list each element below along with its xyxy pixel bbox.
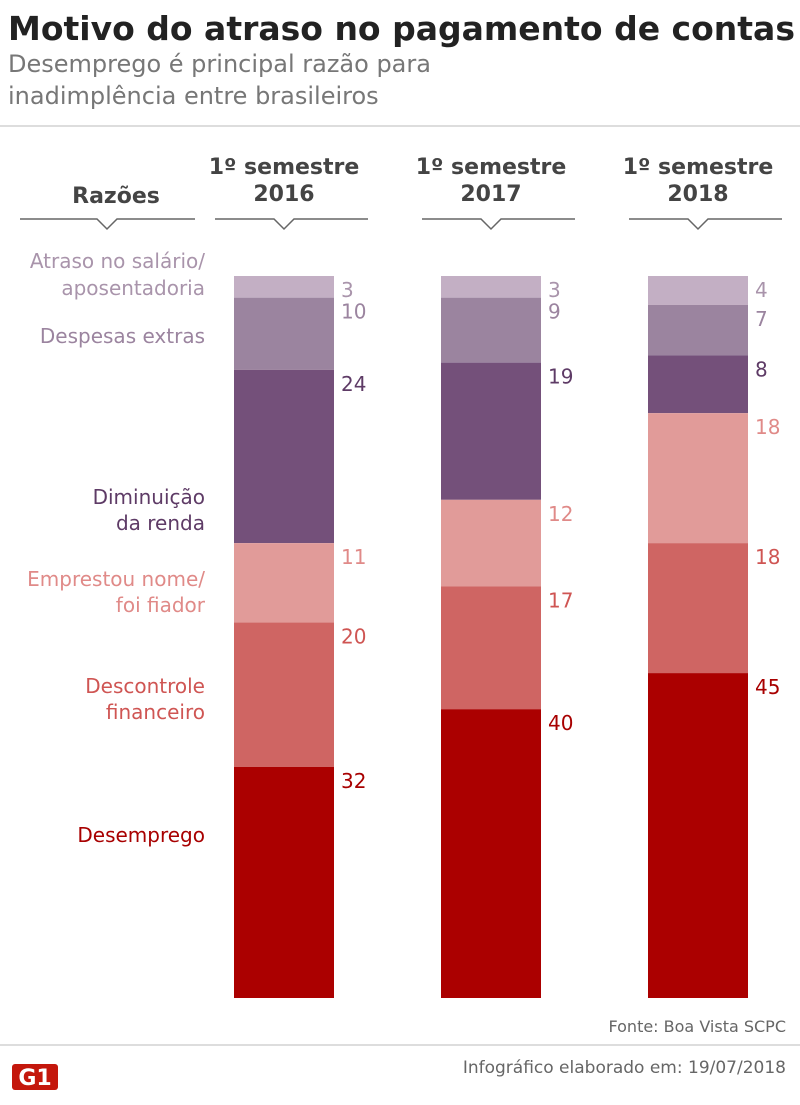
column-header: 2016: [253, 182, 314, 207]
svg-text:G1: G1: [18, 1066, 51, 1091]
category-header-underline: [20, 218, 195, 231]
series-label: financeiro: [106, 700, 205, 724]
bar-segment: [648, 355, 748, 414]
chart-title: Motivo do atraso no pagamento de contas: [8, 9, 795, 48]
bar-segment: [648, 304, 748, 356]
bar-segment: [234, 766, 334, 998]
bar-segment: [234, 543, 334, 623]
category-header: Razões: [72, 184, 160, 209]
bar-segment: [441, 362, 541, 500]
data-label: 24: [341, 372, 366, 396]
data-label: 11: [341, 545, 366, 569]
bar-segment: [441, 586, 541, 710]
data-label: 8: [755, 357, 768, 381]
data-label: 19: [548, 365, 573, 389]
data-label: 40: [548, 711, 573, 735]
series-label: aposentadoria: [61, 276, 205, 300]
column-header: 1º semestre: [416, 155, 567, 180]
bar-segment: [441, 499, 541, 587]
bar-segment: [441, 297, 541, 363]
column-header-underline: [629, 218, 782, 231]
g1-logo: G1: [12, 1064, 58, 1091]
data-label: 20: [341, 625, 366, 649]
bar-segment: [648, 673, 748, 998]
data-label: 4: [755, 278, 768, 302]
column-header: 1º semestre: [209, 155, 360, 180]
data-label: 3: [548, 278, 561, 302]
bar-segment: [648, 413, 748, 544]
column-header-underline: [215, 218, 368, 231]
data-label: 45: [755, 675, 780, 699]
chart-subtitle-line-1: Desemprego é principal razão para: [8, 50, 431, 78]
bar-segment: [234, 297, 334, 370]
series-label: Descontrole: [85, 674, 205, 698]
column-header: 1º semestre: [623, 155, 774, 180]
data-label: 7: [755, 307, 768, 331]
column-header: 2018: [667, 182, 728, 207]
series-label: da renda: [116, 511, 205, 535]
series-label: Atraso no salário/: [30, 249, 205, 273]
data-label: 12: [548, 502, 573, 526]
data-label: 10: [341, 300, 366, 324]
series-label: Emprestou nome/: [27, 567, 205, 591]
column-header-underline: [422, 218, 575, 231]
bar-segment: [441, 709, 541, 998]
data-label: 18: [755, 415, 780, 439]
series-label: foi fiador: [116, 593, 206, 617]
data-label: 18: [755, 545, 780, 569]
series-label: Desemprego: [77, 823, 205, 847]
data-label: 9: [548, 300, 561, 324]
bar-segment: [234, 276, 334, 298]
footer-date: Infográfico elaborado em: 19/07/2018: [463, 1058, 786, 1078]
series-label: Diminuição: [93, 485, 205, 509]
series-label: Despesas extras: [40, 324, 205, 348]
bar-segment: [234, 622, 334, 767]
data-label: 3: [341, 278, 354, 302]
data-label: 17: [548, 588, 573, 612]
data-label: 32: [341, 769, 366, 793]
bar-segment: [234, 369, 334, 544]
bar-segment: [648, 276, 748, 305]
column-header: 2017: [460, 182, 521, 207]
bar-segment: [441, 276, 541, 298]
chart-subtitle-line-2: inadimplência entre brasileiros: [8, 82, 379, 110]
source-note: Fonte: Boa Vista SCPC: [609, 1017, 787, 1036]
bar-segment: [648, 543, 748, 674]
